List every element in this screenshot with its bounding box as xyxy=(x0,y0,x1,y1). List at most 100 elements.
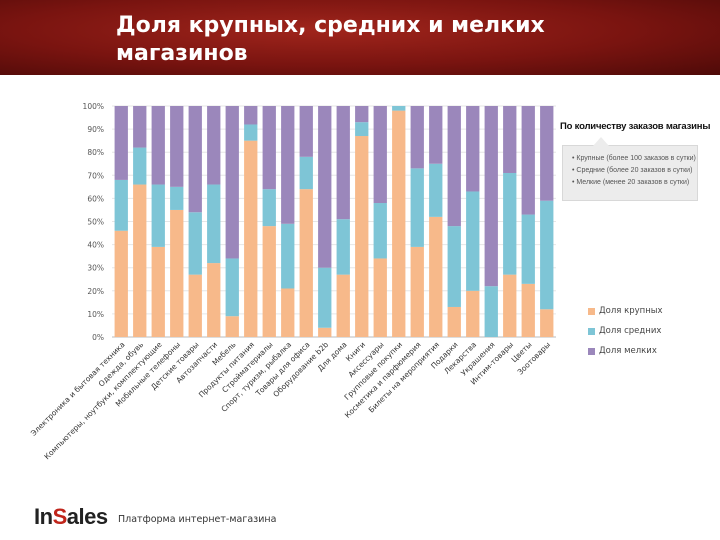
bar-small xyxy=(281,106,295,224)
bar-small xyxy=(373,106,387,204)
bar-large xyxy=(114,230,128,337)
legend-label-small: Доля мелких xyxy=(599,346,657,356)
y-tick-label: 30% xyxy=(87,264,104,273)
bar-small xyxy=(244,106,258,125)
bar-medium xyxy=(503,172,517,275)
bar-medium xyxy=(447,226,461,307)
bar-medium xyxy=(133,147,147,185)
bar-large xyxy=(540,309,554,337)
legend-swatch-medium xyxy=(588,327,595,335)
legend-item-small: Доля мелких xyxy=(588,341,663,361)
bar-small xyxy=(170,106,184,187)
callout-line-medium: • Средние (более 20 заказов в сутки) xyxy=(572,167,693,174)
callout-box: • Крупные (более 100 заказов в сутки) • … xyxy=(562,137,698,201)
bar-medium xyxy=(392,106,406,111)
bar-large xyxy=(207,263,221,337)
bar-medium xyxy=(521,214,535,284)
logo-prefix: In xyxy=(34,504,53,529)
bar-small xyxy=(484,106,498,287)
bar-large xyxy=(503,274,517,337)
y-tick-label: 0% xyxy=(92,333,104,342)
logo-suffix: ales xyxy=(66,504,108,529)
bar-small xyxy=(429,106,443,164)
bar-medium xyxy=(484,286,498,337)
callout-title: По количеству заказов магазины xyxy=(560,121,711,132)
bar-small xyxy=(114,106,128,180)
bar-small xyxy=(262,106,276,190)
bar-large xyxy=(429,216,443,337)
bar-large xyxy=(447,306,461,337)
callout-line-small: • Мелкие (менее 20 заказов в сутки) xyxy=(572,179,690,186)
bar-small xyxy=(503,106,517,173)
bar-medium xyxy=(429,163,443,217)
footer-caption: Платформа интернет-магазина xyxy=(118,514,277,525)
bar-large xyxy=(373,258,387,337)
y-tick-label: 90% xyxy=(87,125,104,134)
y-tick-label: 100% xyxy=(83,102,104,111)
y-tick-label: 10% xyxy=(87,310,104,319)
stacked-bar-chart: 0% 10% 20% 30% 40% 50% 60% 70% 80% 90% 100% Электр… xyxy=(29,102,556,462)
bar-large xyxy=(170,209,184,337)
callout-line-large: • Крупные (более 100 заказов в сутки) xyxy=(572,155,696,162)
bar-small xyxy=(299,106,313,157)
legend-item-medium: Доля средних xyxy=(588,321,663,341)
bar-medium xyxy=(318,267,332,328)
bar-medium xyxy=(151,184,165,247)
bar-medium xyxy=(336,219,350,275)
header-banner xyxy=(0,0,720,75)
y-tick-label: 70% xyxy=(87,171,104,180)
y-tick-label: 40% xyxy=(87,241,104,250)
bar-large xyxy=(392,110,406,338)
bar-large xyxy=(521,283,535,337)
legend-item-large: Доля крупных xyxy=(588,301,663,321)
bar-small xyxy=(447,106,461,227)
bar-medium xyxy=(540,200,554,310)
bar-medium xyxy=(188,212,202,275)
bar-large xyxy=(151,246,165,337)
bar-medium xyxy=(170,186,184,210)
y-tick-label: 50% xyxy=(87,218,104,227)
bar-medium xyxy=(466,191,480,291)
gridlines xyxy=(112,105,556,338)
bar-medium xyxy=(262,189,276,227)
bar-small xyxy=(410,106,424,169)
bar-large xyxy=(336,274,350,337)
bar-small xyxy=(225,106,239,259)
y-tick-label: 20% xyxy=(87,287,104,296)
legend-swatch-large xyxy=(588,307,595,315)
bar-small xyxy=(521,106,535,215)
bar-small xyxy=(207,106,221,185)
slide-title: Доля крупных, средних и мелких магазинов xyxy=(116,13,545,66)
bar-medium xyxy=(299,156,313,190)
bar-large xyxy=(299,189,313,337)
legend-label-large: Доля крупных xyxy=(599,306,663,316)
bar-small xyxy=(318,106,332,268)
bar-large xyxy=(244,140,258,337)
bar-medium xyxy=(114,179,128,231)
legend-swatch-small xyxy=(588,347,595,355)
bar-medium xyxy=(373,203,387,259)
bar-medium xyxy=(355,122,369,137)
bar-large xyxy=(262,226,276,337)
legend-label-medium: Доля средних xyxy=(599,326,662,336)
bar-small xyxy=(188,106,202,213)
bar-large xyxy=(225,316,239,337)
bar-small xyxy=(151,106,165,185)
bar-small xyxy=(466,106,480,192)
bar-medium xyxy=(225,258,239,317)
bar-small xyxy=(540,106,554,201)
bar-large xyxy=(355,136,369,337)
bar-large xyxy=(281,288,295,337)
y-tick-label: 60% xyxy=(87,194,104,203)
bar-medium xyxy=(281,223,295,289)
y-tick-labels: 0% 10% 20% 30% 40% 50% 60% 70% 80% 90% 100% xyxy=(83,102,104,342)
bar-large xyxy=(318,327,332,337)
chart-legend: Доля крупных Доля средних Доля мелких xyxy=(588,301,663,361)
logo-accent: S xyxy=(52,504,68,529)
bar-medium xyxy=(244,124,258,141)
bar-small xyxy=(336,106,350,220)
bar-large xyxy=(188,274,202,337)
bar-medium xyxy=(410,168,424,247)
bars xyxy=(114,106,554,338)
